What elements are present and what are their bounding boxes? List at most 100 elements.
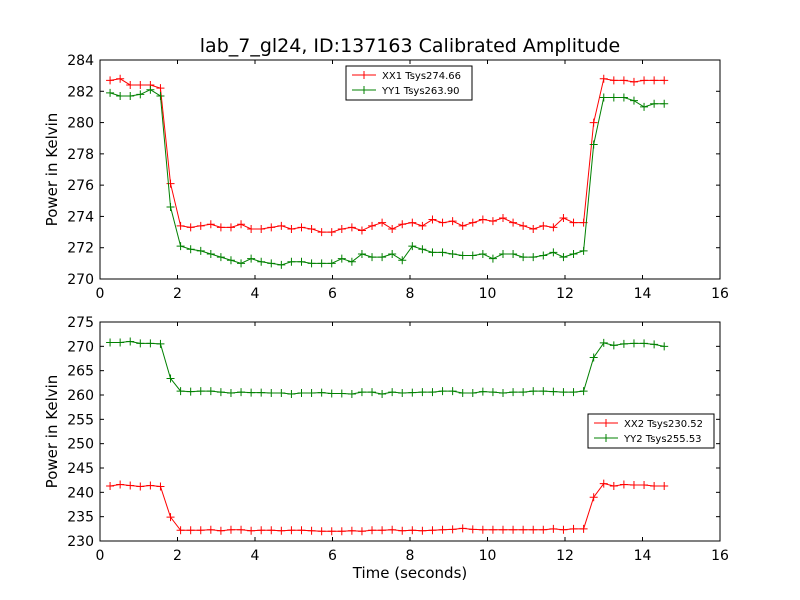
legend-label: YY1 Tsys263.90 xyxy=(381,86,460,97)
data-point xyxy=(116,91,125,100)
data-point xyxy=(317,527,326,536)
data-point xyxy=(509,218,518,227)
data-point xyxy=(529,525,538,534)
x-tick-label: 2 xyxy=(173,548,182,564)
data-point xyxy=(519,388,528,397)
data-point xyxy=(126,91,135,100)
data-point xyxy=(458,221,467,230)
data-point xyxy=(247,224,256,233)
legend-marker xyxy=(602,434,610,442)
data-point xyxy=(438,387,447,396)
data-point xyxy=(146,339,155,348)
data-point xyxy=(569,218,578,227)
data-point xyxy=(448,387,457,396)
data-point xyxy=(599,479,608,488)
data-point xyxy=(287,526,296,535)
data-point xyxy=(216,526,225,535)
data-point xyxy=(378,526,387,535)
data-point xyxy=(267,223,276,232)
data-point xyxy=(478,249,487,258)
x-tick-label: 0 xyxy=(96,548,105,564)
y-axis-label: Power in Kelvin xyxy=(43,113,61,227)
data-point xyxy=(206,220,215,229)
legend-label: YY2 Tsys255.53 xyxy=(623,434,702,445)
data-point xyxy=(126,481,135,490)
data-point xyxy=(519,253,528,262)
data-point xyxy=(398,526,407,535)
data-point xyxy=(297,223,306,232)
data-point xyxy=(176,221,185,230)
x-tick-label: 6 xyxy=(328,548,337,564)
y-tick-label: 284 xyxy=(67,53,94,69)
x-tick-label: 12 xyxy=(556,286,574,302)
data-point xyxy=(539,221,548,230)
data-point xyxy=(609,341,618,350)
data-point xyxy=(640,339,649,348)
data-point xyxy=(136,81,145,90)
data-point xyxy=(186,223,195,232)
data-point xyxy=(106,88,115,97)
data-point xyxy=(136,90,145,99)
data-point xyxy=(297,257,306,266)
data-point xyxy=(226,223,235,232)
data-point xyxy=(106,338,115,347)
data-point xyxy=(247,254,256,263)
data-point xyxy=(287,257,296,266)
data-point xyxy=(418,526,427,535)
data-point xyxy=(216,388,225,397)
data-point xyxy=(146,481,155,490)
data-point xyxy=(116,74,125,83)
data-point xyxy=(529,253,538,262)
data-point xyxy=(650,76,659,85)
data-point xyxy=(297,526,306,535)
x-tick-label: 16 xyxy=(711,286,729,302)
data-point xyxy=(398,256,407,265)
data-point xyxy=(357,249,366,258)
data-point xyxy=(116,480,125,489)
data-point xyxy=(559,213,568,222)
data-point xyxy=(629,77,638,86)
y-tick-label: 245 xyxy=(67,461,94,477)
y-tick-label: 272 xyxy=(67,241,94,257)
data-point xyxy=(650,482,659,491)
data-point xyxy=(327,259,336,268)
y-tick-label: 270 xyxy=(67,272,94,288)
y-tick-label: 275 xyxy=(67,315,94,331)
data-point xyxy=(478,387,487,396)
data-point xyxy=(146,85,155,94)
data-point xyxy=(640,76,649,85)
y-tick-label: 265 xyxy=(67,364,94,380)
data-point xyxy=(307,389,316,398)
data-point xyxy=(509,388,518,397)
data-point xyxy=(529,387,538,396)
data-point xyxy=(458,389,467,398)
data-point xyxy=(448,217,457,226)
data-point xyxy=(539,251,548,260)
data-point xyxy=(186,245,195,254)
data-point xyxy=(156,482,165,491)
y-tick-label: 250 xyxy=(67,437,94,453)
data-point xyxy=(589,118,598,127)
data-point xyxy=(267,389,276,398)
data-point xyxy=(388,388,397,397)
data-point xyxy=(136,339,145,348)
data-point xyxy=(237,220,246,229)
data-point xyxy=(650,340,659,349)
data-point xyxy=(438,218,447,227)
data-point xyxy=(609,93,618,102)
y-tick-label: 274 xyxy=(67,209,94,225)
data-point xyxy=(559,388,568,397)
data-point xyxy=(247,388,256,397)
data-point xyxy=(549,223,558,232)
data-point xyxy=(226,525,235,534)
y-tick-label: 230 xyxy=(67,534,94,550)
data-point xyxy=(660,342,669,351)
data-point xyxy=(267,259,276,268)
data-point xyxy=(640,102,649,111)
data-point xyxy=(206,525,215,534)
plot-frame xyxy=(99,321,721,542)
data-point xyxy=(579,387,588,396)
data-point xyxy=(347,257,356,266)
data-point xyxy=(357,388,366,397)
